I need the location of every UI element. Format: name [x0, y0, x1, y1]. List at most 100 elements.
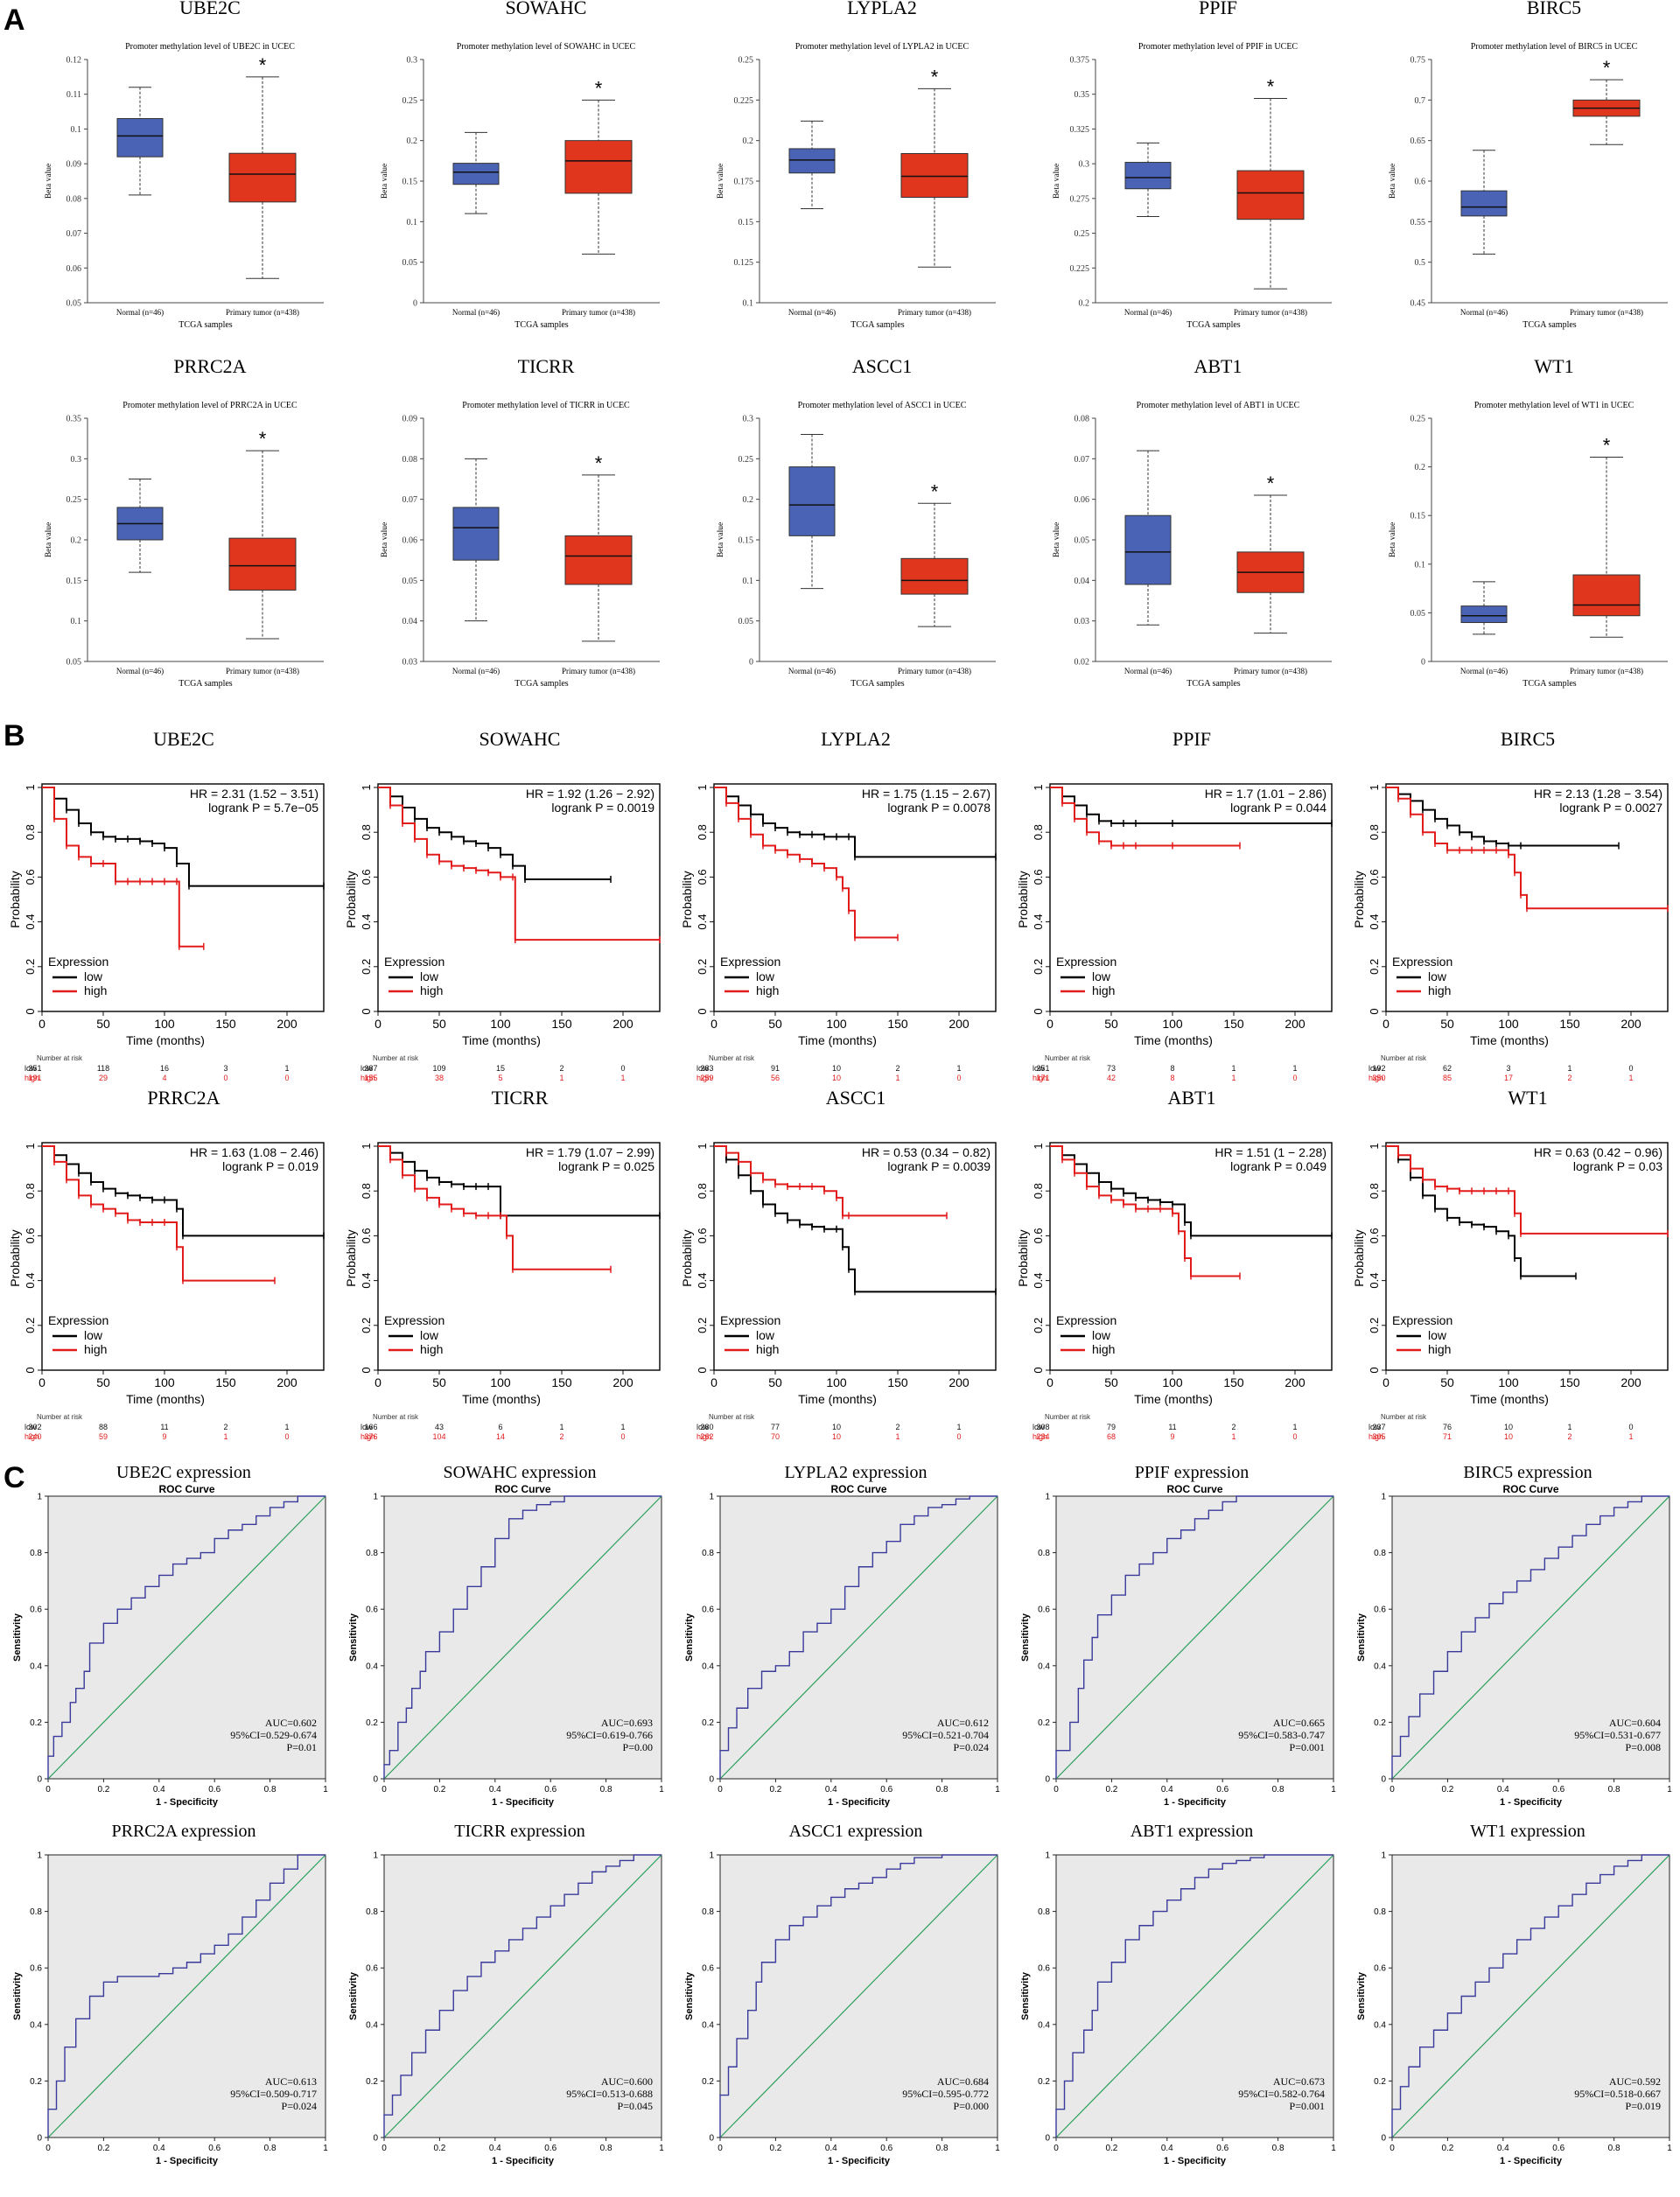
risk-value: 387: [364, 1064, 377, 1073]
roc-curve: [1055, 1854, 1334, 2138]
y-tick-label: 0.08: [402, 455, 418, 465]
y-tick-label: 0.08: [1074, 415, 1090, 424]
y-tick-label: 0.2: [696, 959, 709, 975]
risk-value: 62: [1443, 1064, 1452, 1073]
risk-row-label-low: low: [1032, 1423, 1045, 1431]
x-axis-label: 1 - Specificity: [828, 1797, 891, 1808]
y-tick-label: 0.1: [1415, 560, 1426, 570]
x-tick-label: 0.2: [433, 1785, 445, 1795]
risk-value: 59: [99, 1432, 108, 1441]
risk-value: 85: [1443, 1074, 1452, 1082]
risk-value: 1: [956, 1423, 961, 1431]
risk-value: 76: [1443, 1423, 1452, 1431]
hazard-ratio: HR = 2.31 (1.52 − 3.51): [190, 787, 318, 801]
legend-label-low: low: [84, 1328, 103, 1342]
risk-value: 109: [432, 1064, 445, 1073]
gene-title: WT1 expression: [1470, 1822, 1586, 1841]
y-tick-label: 0.2: [1368, 959, 1381, 975]
y-tick-label: 0.65: [1410, 136, 1426, 146]
y-tick-label: 1: [696, 784, 709, 790]
y-tick-label: 0.225: [1070, 264, 1090, 274]
gene-title: PPIF expression: [1135, 1463, 1250, 1482]
normal-box: [1460, 581, 1508, 635]
risk-value: 68: [1107, 1432, 1116, 1441]
risk-table-title: Number at risk: [373, 1413, 419, 1421]
x-tick-label: 0.8: [1608, 2144, 1620, 2153]
risk-table-title: Number at risk: [37, 1054, 83, 1062]
gene-title: TICRR: [492, 1087, 549, 1109]
y-tick-label: 0.6: [1415, 178, 1426, 187]
x-tick-label: 0.8: [1272, 1785, 1284, 1795]
reference-diagonal: [383, 1854, 662, 2138]
x-tick-label: 50: [96, 1375, 110, 1389]
risk-row-label-low: low: [1368, 1064, 1381, 1073]
risk-value: 104: [432, 1432, 445, 1441]
risk-table-title: Number at risk: [1045, 1054, 1091, 1062]
gene-title: ASCC1 expression: [789, 1822, 923, 1841]
x-tick-label: 0.4: [153, 2144, 165, 2153]
y-tick-label: 0.4: [366, 1662, 378, 1671]
y-tick-label: 0.275: [1070, 194, 1090, 204]
x-axis-label: TCGA samples: [1522, 679, 1576, 689]
plot-frame: [1385, 1142, 1669, 1371]
iqr-box: [452, 163, 500, 185]
risk-value: 2: [895, 1423, 900, 1431]
y-tick-label: 0: [24, 1008, 37, 1014]
y-tick-label: 0.15: [1410, 512, 1426, 521]
gene-title: WT1: [1508, 1087, 1547, 1109]
x-tick-label: 0.4: [489, 1785, 501, 1795]
logrank-p: logrank P = 0.0027: [1559, 801, 1662, 815]
y-tick-label: 0.04: [402, 617, 418, 626]
roc-curve: [383, 1495, 662, 1779]
km-curve-low: [1050, 1145, 1332, 1237]
risk-value: 3: [1506, 1064, 1510, 1073]
y-tick-label: 0: [360, 1008, 373, 1014]
y-tick-label: 0.2: [1374, 2077, 1386, 2087]
y-tick-label: 0.225: [734, 96, 754, 106]
y-tick-label: 1: [1045, 1851, 1050, 1861]
risk-value: 1: [1231, 1064, 1236, 1073]
normal-box: [116, 479, 164, 573]
x-tick-label: 100: [1498, 1375, 1519, 1389]
risk-value: 2: [895, 1064, 900, 1073]
y-tick-label: 0.6: [696, 869, 709, 885]
y-tick-label: 0.4: [360, 914, 373, 930]
plot-title: Promoter methylation level of PRRC2A in …: [122, 401, 298, 410]
y-tick-label: 0.06: [402, 536, 418, 546]
ci-value: 95%CI=0.582-0.764: [1238, 2088, 1325, 2100]
roc-subtitle: ROC Curve: [494, 1483, 550, 1495]
plot-title: Promoter methylation level of TICRR in U…: [462, 401, 630, 410]
gene-title: PPIF: [1172, 728, 1211, 750]
roc-curve: [383, 1854, 662, 2138]
auc-value: AUC=0.665: [1273, 1717, 1325, 1729]
y-tick-label: 0.6: [360, 1228, 373, 1243]
risk-value: 0: [1628, 1064, 1633, 1073]
x-tick-label: 100: [826, 1375, 847, 1389]
y-tick-label: 0.8: [360, 1183, 373, 1199]
x-tick-label: 150: [887, 1375, 908, 1389]
risk-value: 2: [1231, 1423, 1236, 1431]
chart-c-ticrr: TICRR expression 00 0.2 0.2 0.4 0.4 0.6 0.6 0.8 0…: [348, 1822, 664, 2166]
plot-frame: [1049, 783, 1333, 1012]
category-label: Normal (n=46): [1124, 308, 1172, 317]
risk-row-label-high: high: [696, 1074, 711, 1082]
x-tick-label: 0.2: [97, 1785, 109, 1795]
x-tick-label: 0.4: [153, 1785, 165, 1795]
x-tick-label: 150: [1223, 1017, 1244, 1031]
y-tick-label: 0.25: [402, 96, 418, 106]
risk-value: 3: [223, 1064, 228, 1073]
y-tick-label: 0.4: [1032, 1273, 1045, 1289]
x-tick-label: 150: [1559, 1375, 1580, 1389]
plot-title: Promoter methylation level of WT1 in UCE…: [1474, 401, 1634, 410]
legend-label-low: low: [756, 1328, 775, 1342]
y-tick-label: 0.06: [1074, 495, 1090, 505]
y-tick-label: 1: [373, 1493, 378, 1502]
y-tick-label: 0.15: [738, 536, 754, 546]
y-tick-label: 0.6: [360, 869, 373, 885]
y-tick-label: 0.4: [30, 1662, 42, 1671]
y-tick-label: 0.8: [1374, 1907, 1386, 1917]
y-axis-label: Beta value: [1053, 164, 1061, 199]
reference-diagonal: [47, 1495, 326, 1780]
gene-title: UBE2C expression: [116, 1463, 251, 1482]
